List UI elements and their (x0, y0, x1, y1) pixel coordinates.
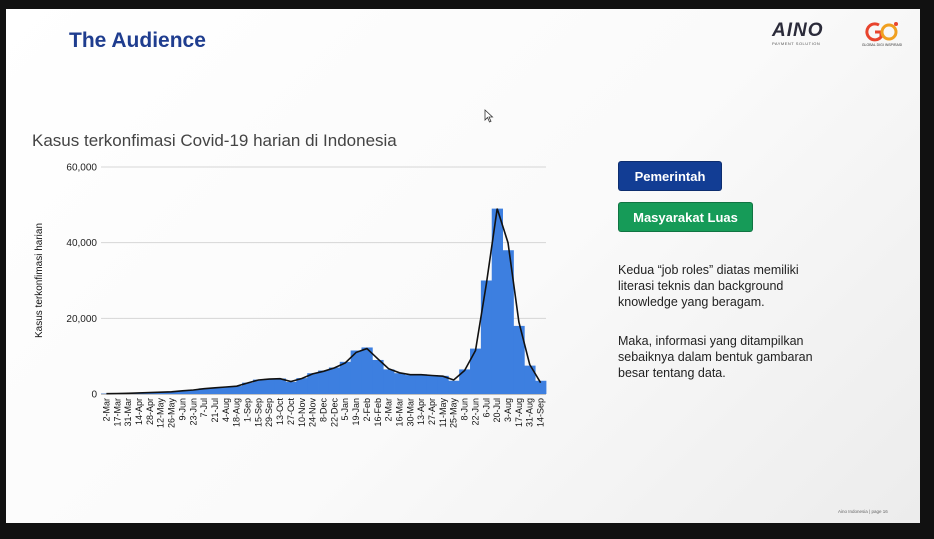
chart-x-tick-label: 17-Mar (112, 398, 122, 427)
chart-y-tick-label: 60,000 (66, 163, 97, 174)
chart-bar (252, 379, 265, 394)
description-paragraph-1: Kedua “job roles” diatas memiliki litera… (618, 263, 799, 309)
chart-bar (307, 373, 319, 394)
chart-x-tick-label: 31-Aug (525, 398, 535, 427)
chart-x-tick-label: 22-Dec (329, 398, 339, 428)
chart-x-tick-label: 2-Mar (101, 398, 111, 422)
chart-x-tick-label: 6-Jul (481, 398, 491, 418)
chart-x-tick-label: 1-Sep (243, 398, 253, 422)
chart-x-tick-label: 26-May (167, 398, 177, 429)
chart-x-tick-label: 9-Jun (177, 398, 187, 421)
chart-bar (415, 374, 428, 394)
chart-x-tick-label: 7-Jul (199, 398, 209, 418)
chart-bar (166, 391, 178, 394)
chart-bar (242, 382, 254, 394)
gdi-logo-caption: GLOBAL DIGI INSPIRASI (861, 43, 903, 47)
chart-bar (426, 375, 438, 394)
chart-x-tick-label: 27-Oct (286, 398, 296, 426)
chart-x-tick-label: 3-Aug (503, 398, 513, 422)
chart-x-tick-label: 18-Aug (232, 398, 242, 427)
chart-bar (480, 280, 493, 394)
chart-y-tick-label: 20,000 (66, 314, 97, 325)
gdi-logo: GLOBAL DIGI INSPIRASI (858, 21, 906, 55)
aino-logo-word: AINO (772, 20, 824, 41)
presentation-slide: The Audience AINO PAYMENT SOLUTION GLOBA… (6, 9, 920, 523)
chart-x-tick-label: 17-Aug (514, 398, 524, 427)
chart-bar (263, 378, 276, 394)
chart-x-tick-label: 13-Apr (416, 398, 426, 425)
chart-x-tick-label: 28-Apr (145, 398, 155, 425)
chart-bar (296, 378, 308, 394)
masyarakat-luas-button[interactable]: Masyarakat Luas (618, 202, 753, 232)
chart-x-tick-label: 30-Mar (405, 398, 415, 427)
mouse-cursor-icon (484, 109, 494, 123)
chart-bar (231, 386, 243, 394)
chart-x-tick-label: 10-Nov (297, 398, 307, 428)
chart-bar (339, 361, 352, 394)
chart-bar (535, 380, 547, 394)
chart-x-tick-label: 8-Jun (460, 398, 470, 421)
pemerintah-button[interactable]: Pemerintah (618, 161, 722, 191)
chart-bar (459, 369, 471, 394)
chart-bar (187, 389, 200, 394)
chart-bar (155, 392, 167, 394)
chart-x-tick-label: 21-Jul (210, 398, 220, 423)
chart-bar (502, 250, 514, 394)
chart-x-tick-label: 2-Mar (384, 398, 394, 422)
chart-bar (524, 365, 536, 394)
chart-bar (437, 375, 449, 394)
chart-x-tick-label: 20-Jul (492, 398, 502, 423)
chart-x-tick-label: 2-Feb (362, 398, 372, 422)
chart-bar (448, 380, 460, 394)
slide-title: The Audience (69, 29, 206, 52)
chart-x-tick-label: 15-Sep (253, 398, 263, 427)
chart-x-tick-label: 5-Jan (340, 398, 350, 421)
aino-logo-tagline: PAYMENT SOLUTION (772, 41, 821, 46)
chart-bar (470, 348, 482, 394)
chart-bar (318, 370, 330, 394)
chart-y-tick-label: 40,000 (66, 238, 97, 249)
chart-y-axis-label: Kasus terkonfimasi harian (34, 223, 45, 338)
chart-bar (350, 350, 362, 394)
chart-bar (209, 387, 221, 394)
chart-y-tick-label: 0 (91, 390, 97, 401)
chart-x-tick-label: 12-May (156, 398, 166, 429)
chart-x-tick-label: 19-Jan (351, 398, 361, 426)
chart-bar (404, 375, 417, 394)
chart-x-tick-label: 25-May (449, 398, 459, 429)
chart-bar (274, 378, 286, 394)
chart-bar (394, 373, 406, 394)
aino-logo: AINO PAYMENT SOLUTION (772, 21, 834, 51)
description-paragraph-2: Maka, informasi yang ditampilkan sebaikn… (618, 334, 813, 380)
chart-x-tick-label: 22-Jun (470, 398, 480, 426)
chart-x-tick-label: 13-Oct (275, 398, 285, 426)
chart-x-tick-label: 14-Sep (536, 398, 546, 427)
chart-x-tick-label: 31-Mar (123, 398, 133, 427)
chart-x-tick-label: 8-Dec (319, 398, 329, 423)
chart-x-tick-label: 4-Aug (221, 398, 231, 422)
chart-x-tick-label: 11-May (438, 398, 448, 428)
chart-x-tick-label: 16-Feb (373, 398, 383, 427)
chart-bar (513, 325, 525, 394)
chart-bar (285, 381, 297, 394)
chart-bar (220, 386, 232, 394)
chart-average-line (106, 208, 542, 395)
chart-bar (198, 388, 210, 394)
gdi-logo-icon (865, 22, 898, 42)
chart-title: Kasus terkonfimasi Covid-19 harian di In… (32, 131, 397, 150)
chart-x-tick-label: 14-Apr (134, 398, 144, 425)
slide-footer: Aino Indonesia | page 16 (838, 509, 888, 514)
chart-x-tick-label: 27-Apr (427, 398, 437, 425)
chart-bar (491, 208, 503, 394)
chart-bar (361, 347, 373, 394)
chart-x-tick-label: 23-Jun (188, 398, 198, 426)
chart-x-tick-label: 16-Mar (394, 398, 404, 427)
chart-x-tick-label: 24-Nov (308, 398, 318, 428)
chart-bar (176, 390, 189, 394)
chart-bar (383, 369, 395, 394)
chart-bar (372, 359, 384, 394)
chart-x-tick-label: 29-Sep (264, 398, 274, 427)
chart-bar (328, 367, 341, 394)
